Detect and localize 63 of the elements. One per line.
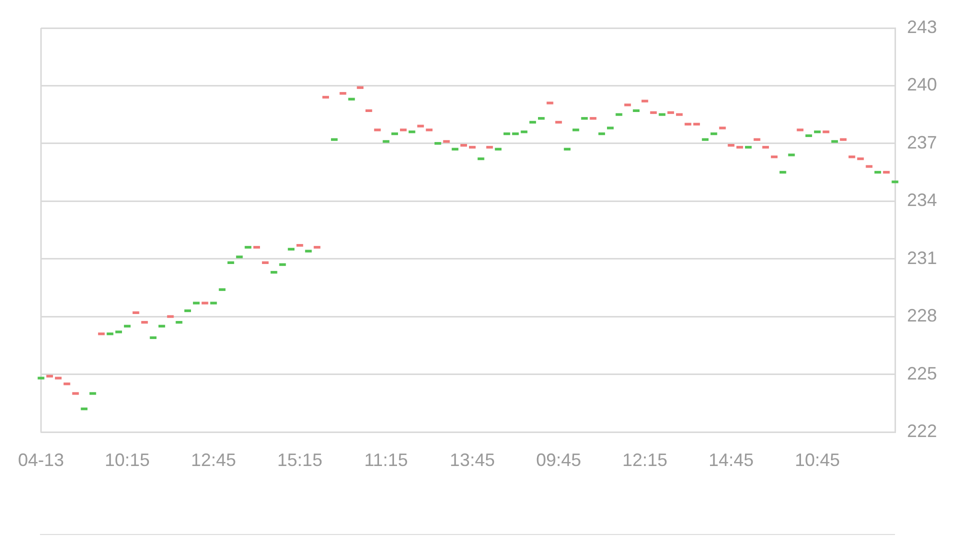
y-tick-label: 231 xyxy=(907,248,938,268)
candlestick xyxy=(89,392,96,395)
candlestick xyxy=(443,140,450,143)
x-tick-label: 09:45 xyxy=(536,450,582,470)
x-tick-label: 15:15 xyxy=(277,450,322,470)
candlestick xyxy=(616,113,622,116)
candlestick xyxy=(314,246,320,249)
candlestick xyxy=(642,100,648,102)
candlestick xyxy=(72,392,79,395)
candlestick xyxy=(598,132,606,136)
x-tick-label: 10:15 xyxy=(104,450,150,470)
candlestick xyxy=(167,315,174,318)
candlestick xyxy=(202,302,208,304)
candlestick xyxy=(754,138,760,141)
candlestick xyxy=(546,102,554,104)
y-tick-label: 237 xyxy=(907,132,938,152)
candlestick xyxy=(503,132,510,136)
candlestick xyxy=(676,113,683,116)
candlestick xyxy=(607,126,614,130)
x-tick-label: 13:45 xyxy=(450,450,495,470)
x-tick-label: 14:45 xyxy=(708,450,754,470)
x-tick-label: 10:45 xyxy=(794,450,840,470)
candlestick xyxy=(115,330,122,334)
x-tick-label: 12:15 xyxy=(622,450,668,470)
y-tick-label: 222 xyxy=(907,420,938,441)
candlestick xyxy=(400,128,407,132)
x-tick-label: 11:15 xyxy=(364,450,408,470)
candlestick xyxy=(728,144,734,147)
candlestick xyxy=(478,157,484,160)
y-tick-label: 243 xyxy=(907,16,938,37)
candlestick xyxy=(796,128,804,132)
candlestick xyxy=(244,246,252,249)
candlestick xyxy=(330,138,338,141)
candlestick xyxy=(831,140,838,143)
candlestick xyxy=(417,124,424,128)
candlestick xyxy=(270,270,278,274)
candlestick xyxy=(141,320,148,324)
candlestick xyxy=(788,154,795,156)
x-tick-label: 04-13 xyxy=(18,450,64,470)
candlestick xyxy=(702,138,709,141)
candlestick xyxy=(176,320,182,324)
y-tick-label: 225 xyxy=(907,363,938,384)
candlestick xyxy=(426,128,433,132)
candlestick xyxy=(572,128,580,132)
candlestick xyxy=(460,144,468,147)
y-tick-label: 228 xyxy=(907,306,938,326)
candlestick xyxy=(192,302,200,305)
candlestick xyxy=(719,126,726,130)
candlestick xyxy=(624,104,631,106)
candlestick xyxy=(857,157,864,160)
candlestick xyxy=(658,113,666,116)
y-tick-label: 240 xyxy=(907,74,938,95)
candlestick xyxy=(866,165,872,168)
candlestick xyxy=(374,128,381,132)
y-tick-label: 234 xyxy=(907,190,938,210)
candlestick xyxy=(710,132,718,136)
candlestick xyxy=(391,132,398,136)
candlestick xyxy=(210,302,217,305)
candlestick xyxy=(382,140,390,143)
x-tick-label: 12:45 xyxy=(191,450,236,470)
candlestick xyxy=(840,138,847,141)
candlestick xyxy=(253,246,260,249)
candlestick xyxy=(184,309,191,312)
